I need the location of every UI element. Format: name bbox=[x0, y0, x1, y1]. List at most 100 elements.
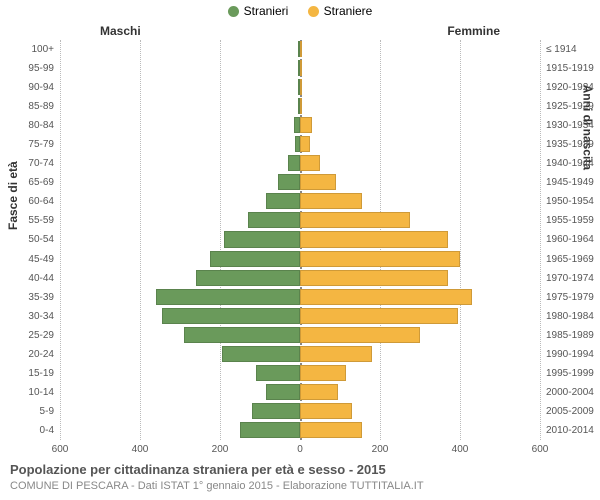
y-tick-birth: 2005-2009 bbox=[546, 402, 600, 421]
header-female: Femmine bbox=[447, 24, 500, 38]
y-tick-age: 95-99 bbox=[4, 59, 54, 78]
y-tick-birth: 1945-1949 bbox=[546, 173, 600, 192]
y-tick-birth: 1960-1964 bbox=[546, 230, 600, 249]
bar-female bbox=[300, 346, 372, 362]
y-tick-age: 60-64 bbox=[4, 192, 54, 211]
y-tick-age: 55-59 bbox=[4, 211, 54, 230]
grid-line bbox=[540, 40, 541, 440]
y-tick-birth: 1955-1959 bbox=[546, 211, 600, 230]
y-tick-age: 85-89 bbox=[4, 97, 54, 116]
pyramid-row: 25-291985-1989 bbox=[60, 326, 540, 345]
pyramid-row: 50-541960-1964 bbox=[60, 230, 540, 249]
x-tick-label: 600 bbox=[52, 444, 69, 455]
bar-female bbox=[300, 79, 302, 95]
y-tick-birth: 2010-2014 bbox=[546, 421, 600, 440]
pyramid-row: 0-42010-2014 bbox=[60, 421, 540, 440]
pyramid-row: 80-841930-1934 bbox=[60, 116, 540, 135]
y-tick-birth: 1930-1934 bbox=[546, 116, 600, 135]
legend-swatch-male bbox=[228, 6, 239, 17]
bar-female bbox=[300, 98, 302, 114]
pyramid-row: 20-241990-1994 bbox=[60, 345, 540, 364]
bar-male bbox=[266, 384, 300, 400]
y-tick-age: 20-24 bbox=[4, 345, 54, 364]
bar-female bbox=[300, 270, 448, 286]
y-tick-age: 0-4 bbox=[4, 421, 54, 440]
pyramid-row: 65-691945-1949 bbox=[60, 173, 540, 192]
y-tick-age: 90-94 bbox=[4, 78, 54, 97]
pyramid-row: 70-741940-1944 bbox=[60, 154, 540, 173]
y-tick-birth: 1995-1999 bbox=[546, 364, 600, 383]
pyramid-row: 40-441970-1974 bbox=[60, 269, 540, 288]
x-axis: 6004002000200400600 bbox=[60, 444, 540, 460]
bar-female bbox=[300, 365, 346, 381]
bar-female bbox=[300, 231, 448, 247]
legend-swatch-female bbox=[308, 6, 319, 17]
y-tick-birth: 1920-1924 bbox=[546, 78, 600, 97]
x-tick-label: 200 bbox=[212, 444, 229, 455]
bar-female bbox=[300, 155, 320, 171]
bar-male bbox=[222, 346, 300, 362]
y-tick-age: 80-84 bbox=[4, 116, 54, 135]
bar-female bbox=[300, 327, 420, 343]
bar-male bbox=[252, 403, 300, 419]
y-tick-birth: 1970-1974 bbox=[546, 269, 600, 288]
y-tick-age: 45-49 bbox=[4, 250, 54, 269]
y-tick-age: 30-34 bbox=[4, 307, 54, 326]
legend-label-male: Stranieri bbox=[244, 4, 289, 18]
y-tick-birth: ≤ 1914 bbox=[546, 40, 600, 59]
x-tick-label: 0 bbox=[297, 444, 303, 455]
x-tick-label: 600 bbox=[532, 444, 549, 455]
bar-male bbox=[224, 231, 300, 247]
pyramid-row: 30-341980-1984 bbox=[60, 307, 540, 326]
bar-female bbox=[300, 384, 338, 400]
bar-female bbox=[300, 60, 302, 76]
bar-female bbox=[300, 308, 458, 324]
legend-item-female: Straniere bbox=[308, 4, 373, 18]
y-tick-age: 70-74 bbox=[4, 154, 54, 173]
y-tick-birth: 1950-1954 bbox=[546, 192, 600, 211]
population-pyramid-chart: Stranieri Straniere Maschi Femmine Fasce… bbox=[0, 0, 600, 500]
pyramid-row: 5-92005-2009 bbox=[60, 402, 540, 421]
header-male: Maschi bbox=[100, 24, 141, 38]
y-tick-birth: 1915-1919 bbox=[546, 59, 600, 78]
y-tick-age: 40-44 bbox=[4, 269, 54, 288]
y-tick-age: 15-19 bbox=[4, 364, 54, 383]
y-tick-age: 35-39 bbox=[4, 288, 54, 307]
bar-male bbox=[256, 365, 300, 381]
bar-female bbox=[300, 403, 352, 419]
pyramid-row: 15-191995-1999 bbox=[60, 364, 540, 383]
bar-female bbox=[300, 193, 362, 209]
y-tick-age: 10-14 bbox=[4, 383, 54, 402]
y-tick-age: 75-79 bbox=[4, 135, 54, 154]
pyramid-row: 45-491965-1969 bbox=[60, 250, 540, 269]
bar-female bbox=[300, 174, 336, 190]
x-tick-label: 200 bbox=[372, 444, 389, 455]
pyramid-row: 85-891925-1929 bbox=[60, 97, 540, 116]
y-tick-birth: 1925-1929 bbox=[546, 97, 600, 116]
chart-subtitle: COMUNE DI PESCARA - Dati ISTAT 1° gennai… bbox=[10, 480, 424, 492]
y-tick-birth: 1940-1944 bbox=[546, 154, 600, 173]
y-tick-birth: 2000-2004 bbox=[546, 383, 600, 402]
bar-female bbox=[300, 117, 312, 133]
bar-male bbox=[288, 155, 300, 171]
y-tick-birth: 1985-1989 bbox=[546, 326, 600, 345]
legend: Stranieri Straniere bbox=[0, 4, 600, 20]
plot-area: 6004002000200400600 100+≤ 191495-991915-… bbox=[60, 40, 540, 440]
y-tick-birth: 1935-1939 bbox=[546, 135, 600, 154]
bar-male bbox=[248, 212, 300, 228]
bar-male bbox=[240, 422, 300, 438]
bar-male bbox=[210, 251, 300, 267]
bar-male bbox=[266, 193, 300, 209]
pyramid-row: 90-941920-1924 bbox=[60, 78, 540, 97]
bar-female bbox=[300, 251, 460, 267]
y-tick-age: 65-69 bbox=[4, 173, 54, 192]
y-tick-birth: 1990-1994 bbox=[546, 345, 600, 364]
pyramid-row: 10-142000-2004 bbox=[60, 383, 540, 402]
bar-female bbox=[300, 289, 472, 305]
y-tick-birth: 1965-1969 bbox=[546, 250, 600, 269]
legend-label-female: Straniere bbox=[324, 4, 373, 18]
pyramid-row: 100+≤ 1914 bbox=[60, 40, 540, 59]
pyramid-row: 55-591955-1959 bbox=[60, 211, 540, 230]
y-tick-age: 100+ bbox=[4, 40, 54, 59]
x-tick-label: 400 bbox=[132, 444, 149, 455]
